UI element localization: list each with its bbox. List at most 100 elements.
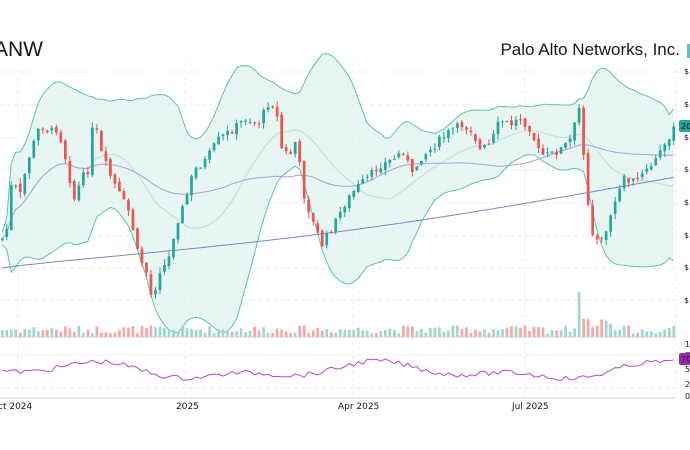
volume-bar <box>77 325 81 337</box>
candle-body <box>519 119 522 121</box>
volume-bar <box>239 328 243 337</box>
candle-body <box>163 265 166 272</box>
candle-body <box>474 134 477 141</box>
candle-body <box>262 109 265 124</box>
candle-body <box>591 205 594 236</box>
candle-body <box>622 176 626 189</box>
candle-body <box>541 148 545 155</box>
volume-bar <box>311 330 315 337</box>
volume-bar <box>118 330 121 337</box>
volume-bar <box>217 329 220 337</box>
bollinger-bands <box>1 53 675 334</box>
candle-body <box>672 126 676 141</box>
candle-body <box>338 211 342 218</box>
candle-body <box>63 140 67 160</box>
candle-body <box>433 148 437 150</box>
volume-bar <box>433 327 437 337</box>
candle-body <box>469 130 473 133</box>
candle-body <box>27 157 31 174</box>
candle-body <box>199 167 202 169</box>
volume-bar <box>41 330 45 337</box>
band-middle-line <box>1 129 674 239</box>
volume-bar <box>374 332 378 337</box>
volume-bar <box>546 333 549 337</box>
candle-body <box>564 142 567 148</box>
volume-bar <box>320 330 324 337</box>
volume-bar <box>392 329 396 337</box>
volume-bar <box>172 329 175 337</box>
candle-body <box>487 143 491 145</box>
candle-body <box>45 130 49 133</box>
volume-bar <box>550 329 554 337</box>
volume-bar <box>253 326 256 337</box>
sma-long-line <box>2 176 674 269</box>
candle-body <box>329 231 333 234</box>
volume-bar <box>654 333 658 337</box>
volume-bar <box>63 326 67 337</box>
volume-bar <box>275 328 279 337</box>
volume-bar <box>568 331 572 337</box>
volume-bar <box>406 326 410 337</box>
candle-body <box>185 194 189 205</box>
price-axis-label: $ <box>684 133 689 142</box>
volume-bar <box>383 330 387 337</box>
candle-body <box>154 290 157 295</box>
candle-body <box>113 174 117 184</box>
candle-body <box>36 128 40 141</box>
candle-body <box>528 125 531 132</box>
candle-body <box>429 149 432 153</box>
volume-bar <box>244 332 247 337</box>
volume-bar <box>559 330 563 337</box>
volume-bar <box>519 327 522 337</box>
ticker-symbol: ANW <box>0 38 43 61</box>
volume-bar <box>577 292 581 337</box>
candle-body <box>109 159 112 176</box>
volume-bar <box>586 319 590 337</box>
candle-body <box>212 143 216 151</box>
candle-body <box>68 161 72 184</box>
volume-bar <box>343 329 347 337</box>
candle-body <box>343 207 347 213</box>
candle-body <box>100 130 103 152</box>
candle-body <box>618 188 622 202</box>
candle-body <box>374 169 378 172</box>
volume-bar <box>176 332 180 337</box>
volume-bar <box>91 333 94 337</box>
candle-body <box>244 120 247 122</box>
candle-body <box>289 151 293 154</box>
volume-bar <box>672 326 676 337</box>
candle-body <box>627 177 631 183</box>
volume-bar <box>185 328 189 337</box>
candle-body <box>257 123 261 125</box>
candle-body <box>640 173 644 177</box>
volume-bar <box>591 327 594 337</box>
candle-body <box>50 127 54 131</box>
candle-body <box>127 200 130 211</box>
volume-bar <box>248 330 252 337</box>
volume-bar <box>14 329 18 337</box>
volume-bar <box>469 333 473 337</box>
candle-body <box>140 248 144 264</box>
price-axis-label: $ <box>684 67 689 76</box>
volume-bar <box>289 333 293 337</box>
candle-body <box>604 231 608 240</box>
candle-body <box>203 158 207 168</box>
price-axis-label: $ <box>684 100 689 109</box>
candle-body <box>86 172 90 175</box>
volume-bar <box>127 327 130 337</box>
volume-bar <box>235 331 238 337</box>
volume-bar <box>528 331 531 337</box>
volume-bar <box>388 328 392 337</box>
volume-bar <box>122 327 126 337</box>
volume-bar <box>32 327 36 337</box>
volume-bar <box>541 327 545 337</box>
rsi-value: 70 <box>681 355 690 364</box>
volume-bar <box>145 328 148 337</box>
candle-body <box>420 160 423 165</box>
candle-body <box>465 127 468 130</box>
candle-body <box>510 120 513 126</box>
candle-body <box>442 137 446 139</box>
volume-bar <box>163 328 166 337</box>
